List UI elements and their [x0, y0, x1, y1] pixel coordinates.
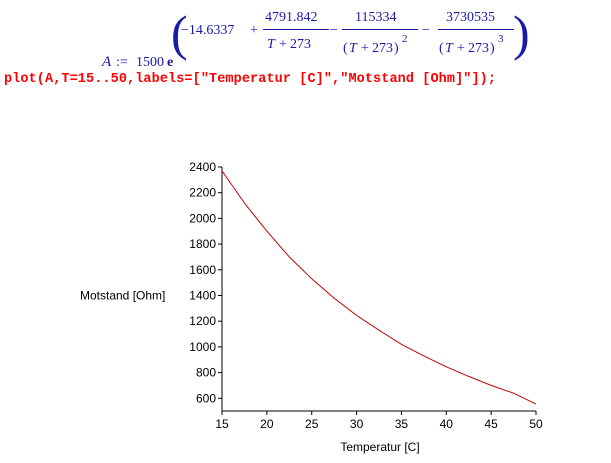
term3-denominator-var: T [349, 41, 358, 56]
term2-numerator: 4791.842 [265, 10, 318, 25]
math-output[interactable]: A := 1500 e ( ) −14.6337 + 4791.842 T + … [0, 0, 611, 72]
x-tick-label-50: 50 [529, 417, 543, 431]
x-tick-label-40: 40 [440, 417, 454, 431]
x-tick-label-35: 35 [395, 417, 409, 431]
term4-denominator-plus: + [457, 41, 465, 56]
y-tick-label-1400: 1400 [189, 288, 216, 302]
term3-denominator-rparen: ) [394, 41, 399, 56]
y-tick-label-2000: 2000 [189, 211, 216, 225]
y-tick-label-800: 800 [196, 366, 216, 380]
term3-exponent: 2 [402, 33, 408, 45]
term2-denominator-var: T [267, 37, 276, 52]
y-tick-label-1000: 1000 [189, 340, 216, 354]
y-axis-label: Motstand [Ohm] [80, 288, 165, 302]
x-tick-label-15: 15 [215, 417, 229, 431]
x-tick-label-30: 30 [350, 417, 364, 431]
term2-denominator-plus: + [279, 37, 287, 52]
y-tick-label-1800: 1800 [189, 237, 216, 251]
term4-denominator-rparen: ) [490, 41, 495, 56]
y-tick-label-1600: 1600 [189, 263, 216, 277]
y-tick-label-2200: 2200 [189, 186, 216, 200]
x-tick-label-20: 20 [260, 417, 274, 431]
command-input[interactable]: plot(A,T=15..50,labels=["Temperatur [C]"… [4, 72, 497, 87]
assign-lhs: A [101, 54, 112, 70]
x-tick-label-45: 45 [484, 417, 498, 431]
term3-denominator-const: 273 [372, 41, 393, 56]
y-tick-label-2400: 2400 [189, 160, 216, 174]
term4-exponent: 3 [498, 33, 504, 45]
minus-sign: − [330, 23, 338, 38]
x-axis-label: Temperatur [C] [340, 440, 419, 454]
assign-operator: := [116, 55, 128, 70]
term3-denominator-lparen: ( [343, 41, 348, 56]
x-tick-label-25: 25 [305, 417, 319, 431]
y-tick-label-1200: 1200 [189, 314, 216, 328]
term4-numerator: 3730535 [446, 10, 495, 25]
plot-output[interactable]: 600 800 1000 1200 1400 1600 1800 2000 2200 2400 15… [0, 140, 611, 463]
series-line-0 [221, 170, 537, 405]
exp-base: e [167, 55, 173, 70]
math-output-formula: A := 1500 e ( ) −14.6337 + 4791.842 T + … [101, 5, 530, 70]
coefficient: 1500 [136, 55, 164, 70]
term4-denominator-lparen: ( [439, 41, 444, 56]
y-tick-label-600: 600 [196, 391, 216, 405]
term3-denominator-plus: + [361, 41, 369, 56]
minus-sign-2: − [422, 23, 430, 38]
term-constant: −14.6337 [181, 23, 234, 38]
term4-denominator-const: 273 [468, 41, 489, 56]
term4-denominator-var: T [445, 41, 454, 56]
term3-numerator: 115334 [355, 10, 396, 25]
exponent-left-paren: ( [171, 5, 188, 61]
plot-canvas: 600 800 1000 1200 1400 1600 1800 2000 2200 2400 15… [80, 160, 543, 454]
exponent-right-paren: ) [513, 5, 530, 61]
term2-denominator-const: 273 [290, 37, 311, 52]
plus-sign: + [250, 23, 258, 38]
